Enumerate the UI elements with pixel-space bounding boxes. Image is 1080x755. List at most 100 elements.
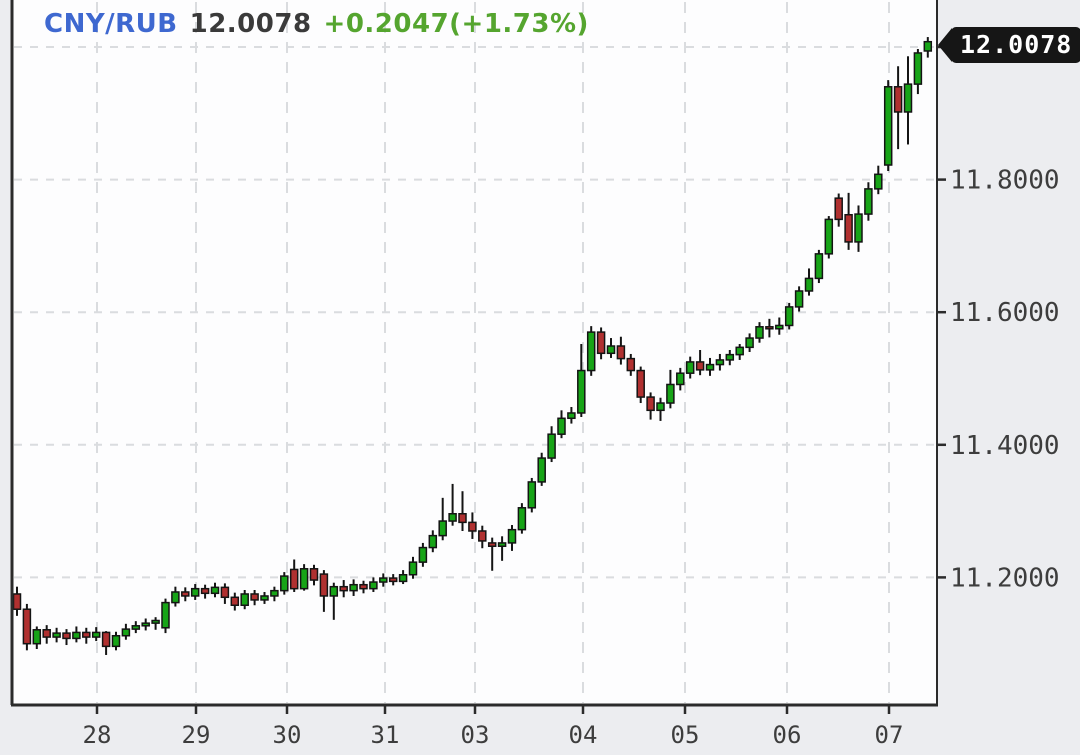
x-axis-label: 28: [83, 721, 112, 749]
x-axis-label: 29: [182, 721, 211, 749]
candle-down: [319, 573, 329, 597]
x-axis-label: 03: [461, 721, 490, 749]
x-axis-label: 30: [273, 721, 302, 749]
candle-up: [517, 507, 527, 531]
chart-header: CNY/RUB 12.0078 +0.2047(+1.73%): [44, 10, 589, 38]
candle-down: [636, 369, 645, 398]
price-tag-arrow-icon: [938, 28, 952, 62]
candle-down: [487, 542, 497, 547]
candle-up: [883, 86, 893, 166]
candle-up: [438, 520, 447, 537]
candle-up: [685, 361, 695, 374]
candle-down: [834, 197, 843, 221]
candle-up: [547, 433, 556, 459]
candle-down: [181, 591, 190, 597]
candle-down: [695, 361, 705, 371]
candle-down: [220, 586, 230, 599]
candle-down: [250, 593, 259, 601]
candle-up: [804, 277, 814, 292]
candle-up: [418, 546, 428, 563]
candle-up: [735, 346, 744, 356]
y-axis-label: 11.6000: [950, 298, 1060, 328]
symbol-label: CNY/RUB: [44, 9, 178, 39]
candle-up: [537, 457, 546, 483]
last-price-tag: 12.0078: [938, 27, 1080, 63]
candle-down: [646, 396, 655, 412]
candle-down: [468, 521, 477, 532]
candle-up: [586, 331, 596, 372]
candle-up: [408, 561, 418, 576]
candle-down: [765, 326, 774, 330]
candle-up: [606, 345, 616, 355]
candle-up: [379, 577, 388, 583]
candle-up: [923, 40, 933, 52]
x-axis-labels: 28 29 30 31 03 04 05 06 07: [83, 721, 904, 749]
candle-up: [913, 52, 923, 85]
candle-up: [141, 622, 150, 627]
candle-up: [854, 213, 863, 243]
candle-up: [557, 417, 566, 435]
candle-up: [527, 481, 537, 509]
x-axis-label: 07: [875, 721, 904, 749]
candle-up: [577, 369, 586, 414]
candle-down: [101, 631, 111, 648]
candle-down: [62, 632, 71, 640]
candle-down: [42, 629, 51, 638]
candle-up: [567, 412, 576, 420]
candle-down: [626, 357, 636, 372]
candle-up: [507, 528, 517, 544]
candle-up: [745, 337, 754, 349]
y-axis-labels: 11.8000 11.6000 11.4000 11.2000: [950, 166, 1060, 594]
y-axis-label: 11.4000: [950, 431, 1060, 461]
candle-down: [596, 331, 606, 355]
candle-down: [478, 530, 487, 542]
price-tag-label: 12.0078: [960, 30, 1073, 59]
candle-up: [874, 173, 883, 190]
candle-up: [814, 253, 824, 280]
candle-up: [329, 585, 339, 597]
candle-up: [240, 593, 249, 606]
candle-down: [82, 631, 91, 638]
candle-up: [903, 83, 913, 113]
price-change-value: +0.2047(+1.73%): [323, 9, 589, 39]
candle-up: [52, 632, 61, 638]
candle-up: [299, 568, 309, 590]
candle-up: [270, 589, 279, 597]
candle-up: [448, 513, 457, 522]
axes: [10, 0, 946, 714]
x-axis-label: 06: [773, 721, 802, 749]
candle-up: [91, 631, 101, 638]
y-axis-label: 11.2000: [950, 563, 1060, 593]
candle-down: [844, 213, 853, 243]
x-axis-label: 05: [671, 721, 700, 749]
candle-down: [289, 568, 299, 590]
candle-up: [676, 372, 685, 386]
candle-up: [755, 326, 764, 339]
candle-up: [260, 595, 269, 601]
candle-up: [864, 188, 873, 215]
candle-up: [32, 629, 42, 645]
x-axis-label: 04: [569, 721, 598, 749]
candle-down: [893, 86, 903, 113]
candles-layer: [12, 37, 933, 655]
candle-up: [72, 631, 81, 640]
candle-up: [784, 306, 794, 327]
candle-up: [824, 218, 834, 255]
candle-down: [359, 583, 368, 590]
candle-down: [616, 345, 626, 360]
candle-up: [497, 542, 507, 547]
candle-down: [309, 568, 319, 581]
candle-up: [280, 575, 289, 592]
candle-down: [22, 608, 32, 645]
candle-down: [388, 577, 398, 583]
candle-up: [111, 634, 121, 648]
candle-down: [12, 593, 22, 610]
candle-down: [458, 513, 467, 524]
candle-up: [210, 586, 220, 595]
candle-up: [121, 628, 131, 637]
candle-up: [131, 625, 141, 630]
candle-up: [349, 583, 358, 592]
candle-up: [151, 619, 160, 624]
